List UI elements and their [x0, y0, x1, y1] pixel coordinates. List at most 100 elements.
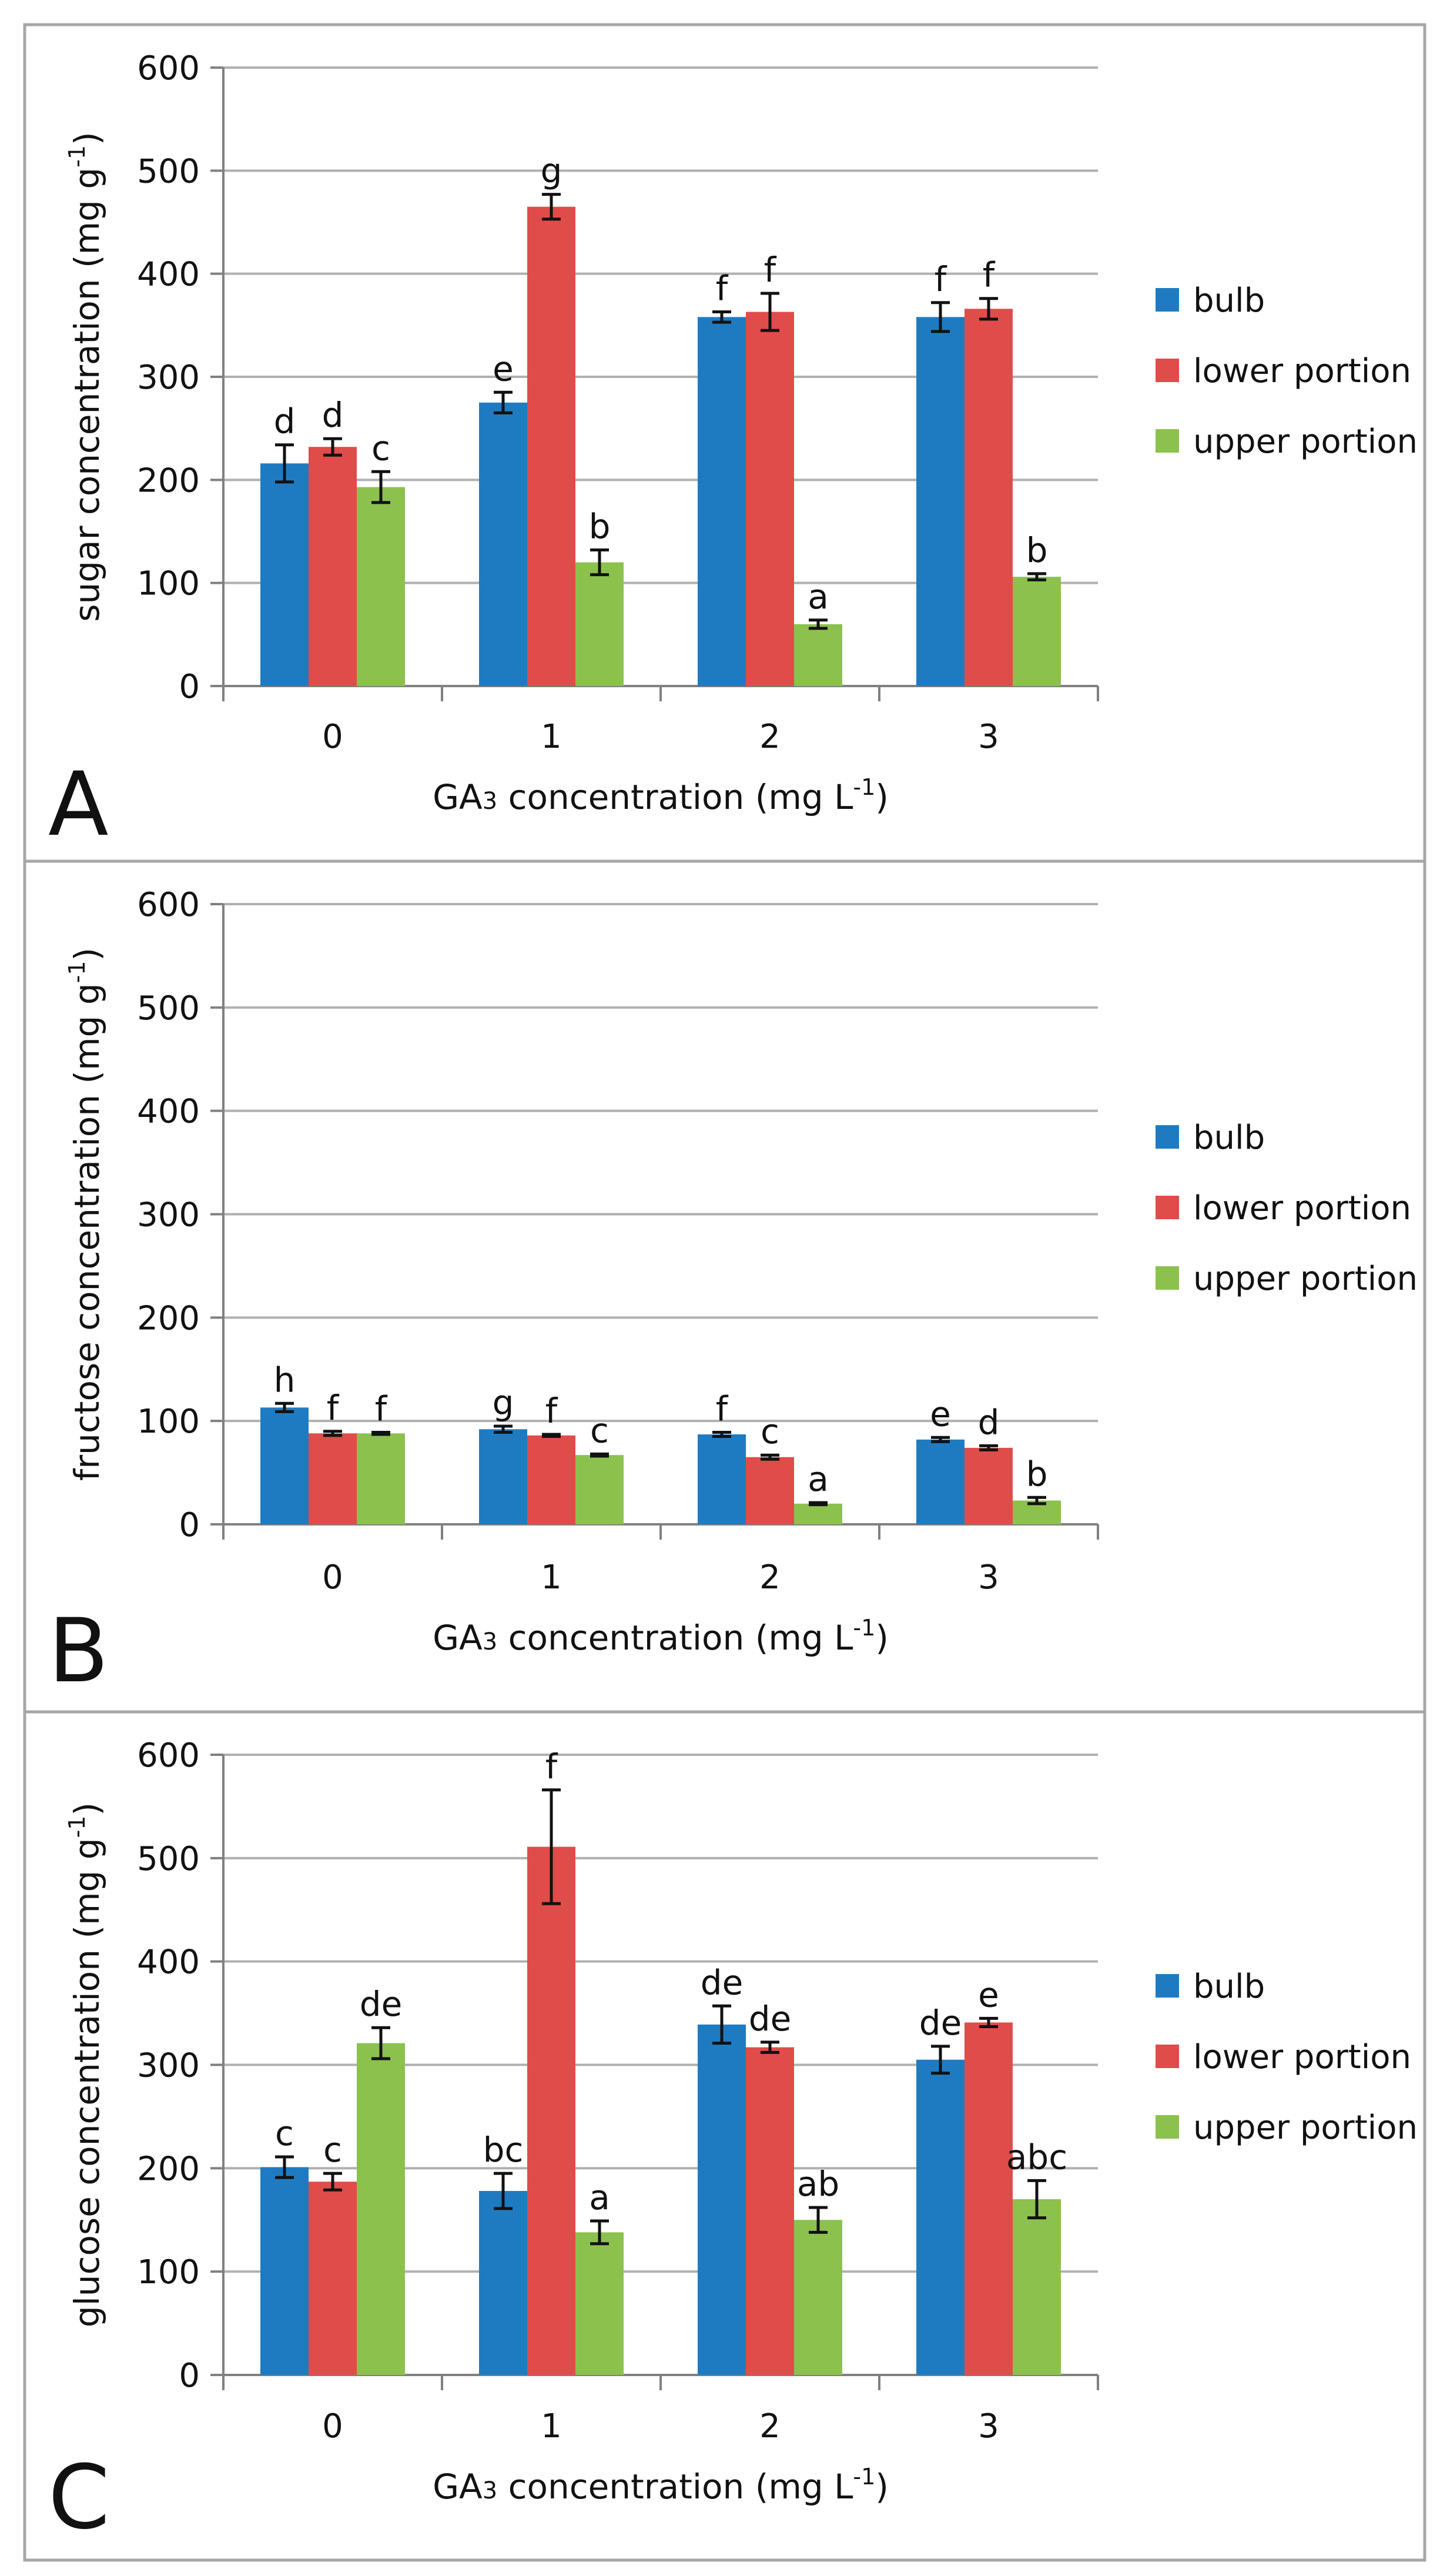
significance-letter: e [930, 1394, 951, 1434]
legend-label: upper portion [1193, 423, 1418, 461]
legend-label: lower portion [1193, 2038, 1411, 2076]
bar [479, 1429, 527, 1524]
bar [309, 2182, 357, 2375]
y-axis-title: fructose concentration (mg g-1) [64, 948, 107, 1481]
bar [794, 1503, 842, 1524]
y-tick-label: 100 [137, 1403, 200, 1441]
bar [260, 463, 309, 686]
bar [479, 2191, 527, 2375]
significance-letter: f [935, 259, 947, 299]
bar [479, 402, 527, 686]
legend-label: bulb [1193, 1119, 1265, 1157]
x-tick-label: 3 [978, 718, 999, 756]
significance-letter: f [716, 269, 729, 309]
significance-letter: f [983, 255, 996, 295]
y-tick-label: 500 [137, 152, 200, 190]
y-tick-label: 400 [137, 1943, 200, 1982]
bar [1013, 577, 1061, 686]
bar [260, 2167, 309, 2375]
bar [746, 2047, 794, 2375]
significance-letter: a [808, 1459, 829, 1499]
x-tick-label: 1 [541, 718, 562, 756]
legend-swatch [1156, 1974, 1179, 1998]
significance-letter: de [701, 1962, 744, 2002]
y-tick-label: 0 [179, 1506, 200, 1544]
bar [916, 1439, 965, 1524]
y-tick-label: 200 [137, 1299, 200, 1337]
significance-letter: f [764, 250, 777, 290]
significance-letter: de [360, 1984, 403, 2024]
x-tick-label: 1 [541, 2407, 562, 2445]
significance-letter: g [493, 1383, 514, 1423]
legend-swatch [1156, 1196, 1179, 1219]
bar [575, 1455, 624, 1524]
y-tick-label: 500 [137, 1840, 200, 1878]
y-axis-title: sugar concentration (mg g-1) [64, 132, 107, 621]
legend-label: upper portion [1193, 2109, 1418, 2147]
x-axis-title: GA3 concentration (mg L-1) [433, 1615, 889, 1658]
x-tick-label: 3 [978, 1558, 999, 1597]
x-tick-label: 2 [759, 718, 781, 756]
legend-label: upper portion [1193, 1260, 1418, 1298]
panel-letter: B [48, 1600, 109, 1702]
panel-letter: C [48, 2447, 110, 2549]
significance-letter: f [545, 1391, 558, 1431]
significance-letter: f [545, 1747, 558, 1787]
legend-swatch [1156, 1125, 1179, 1149]
significance-letter: bc [483, 2130, 524, 2170]
x-tick-label: 0 [322, 2407, 343, 2445]
significance-letter: c [590, 1410, 609, 1450]
bar [527, 1435, 575, 1524]
bar [527, 206, 575, 686]
legend-label: bulb [1193, 282, 1265, 320]
bar [965, 1447, 1013, 1524]
legend-label: lower portion [1193, 1189, 1411, 1227]
x-axis-title: GA3 concentration (mg L-1) [433, 774, 889, 817]
significance-letter: de [919, 2003, 962, 2043]
y-tick-label: 100 [137, 565, 200, 603]
bar [527, 1846, 575, 2375]
bar [309, 1433, 357, 1524]
significance-letter: c [371, 428, 390, 468]
legend-swatch [1156, 2045, 1179, 2068]
significance-letter: f [716, 1389, 729, 1429]
significance-letter: g [541, 151, 562, 191]
significance-letter: h [274, 1360, 296, 1400]
significance-letter: d [978, 1402, 1000, 1442]
y-tick-label: 400 [137, 256, 200, 294]
bar [357, 2043, 405, 2375]
panel-border [23, 1710, 1426, 2562]
bar [1013, 2199, 1061, 2375]
legend-label: bulb [1193, 1968, 1265, 2006]
significance-letter: d [322, 395, 344, 435]
panel-letter: A [48, 754, 109, 856]
bar [575, 2232, 624, 2375]
significance-letter: ab [797, 2164, 839, 2204]
significance-letter: f [375, 1389, 388, 1429]
significance-letter: b [1026, 530, 1048, 570]
bar [965, 2022, 1013, 2375]
legend-label: lower portion [1193, 352, 1411, 390]
x-tick-label: 0 [322, 1558, 343, 1597]
legend-swatch [1156, 1266, 1179, 1290]
bar [698, 1434, 746, 1524]
y-tick-label: 100 [137, 2253, 200, 2291]
y-tick-label: 400 [137, 1093, 200, 1131]
legend-swatch [1156, 2115, 1179, 2139]
y-tick-label: 0 [179, 2357, 200, 2395]
y-tick-label: 200 [137, 2150, 200, 2188]
significance-letter: abc [1006, 2137, 1067, 2177]
bar [916, 2059, 965, 2375]
legend-swatch [1156, 288, 1179, 312]
x-tick-label: 3 [978, 2407, 999, 2445]
y-tick-label: 200 [137, 461, 200, 500]
x-tick-label: 1 [541, 1558, 562, 1597]
bar [794, 624, 842, 686]
bar [260, 1407, 309, 1524]
significance-letter: a [589, 2177, 610, 2217]
bar [965, 309, 1013, 686]
